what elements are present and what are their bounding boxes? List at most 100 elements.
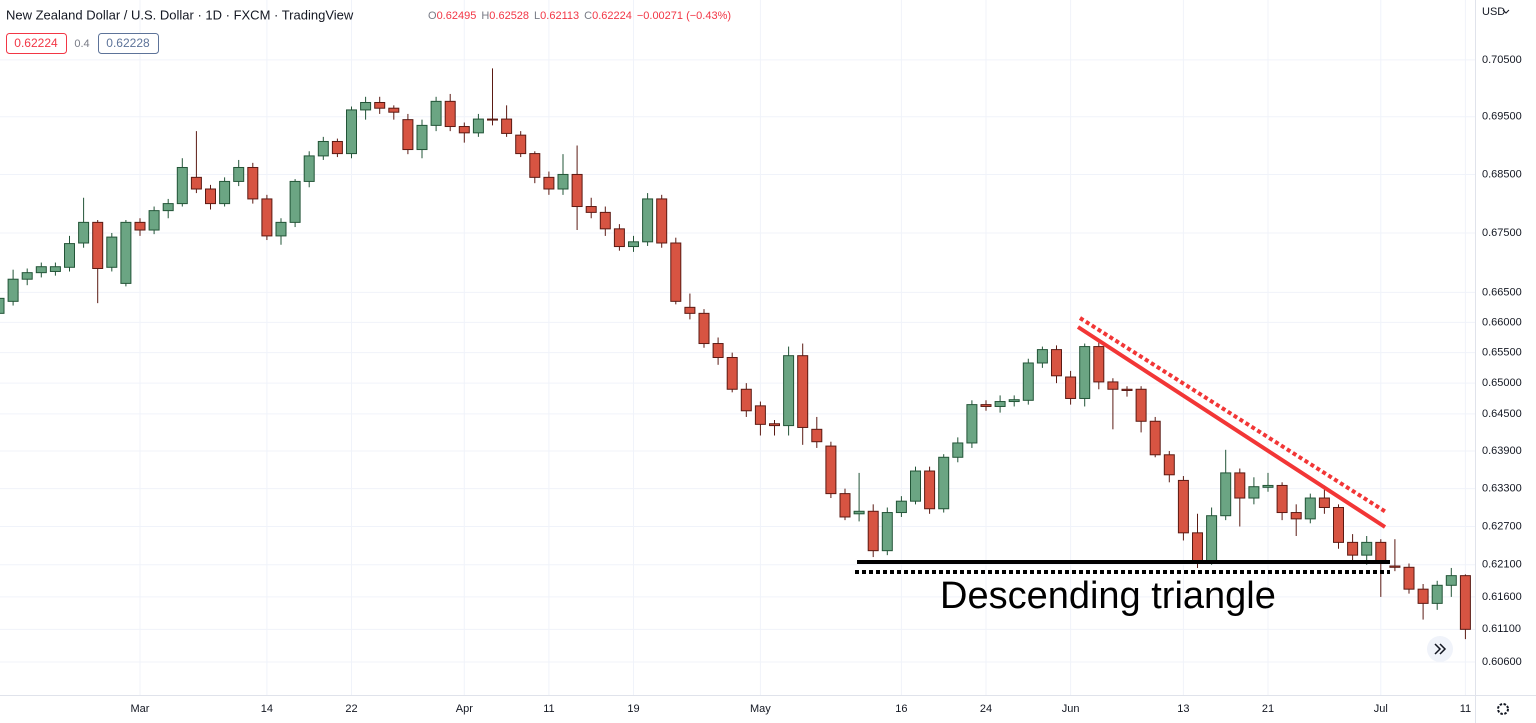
candle-body <box>783 355 795 427</box>
candle-body <box>148 210 160 231</box>
o-label: O <box>428 10 437 22</box>
candle-body <box>261 198 273 237</box>
candle-body <box>1262 484 1274 488</box>
candle-body <box>1234 472 1246 499</box>
candle-body <box>1375 541 1387 564</box>
candle-body <box>966 404 978 444</box>
candle-body <box>190 176 202 190</box>
sell-price[interactable]: 0.62224 <box>14 36 58 50</box>
y-tick-label: 0.70500 <box>1482 54 1522 66</box>
c-value: 0.62224 <box>592 10 632 22</box>
y-tick-label: 0.62100 <box>1482 559 1522 571</box>
c-label: C <box>584 10 592 22</box>
candle-body <box>402 119 414 151</box>
y-tick-label: 0.60600 <box>1482 656 1522 668</box>
annotation: Descending triangle <box>940 575 1276 617</box>
candle-body <box>571 173 583 208</box>
candle-body <box>162 203 174 212</box>
candle-body <box>1417 588 1429 604</box>
l-value: 0.62113 <box>540 10 579 22</box>
y-tick-label: 0.68500 <box>1482 168 1522 180</box>
candle-body <box>1107 381 1119 390</box>
h-value: 0.62528 <box>489 10 529 22</box>
candle-body <box>487 118 498 121</box>
resistance-dotted <box>1078 316 1388 514</box>
scroll-icon[interactable] <box>1434 643 1447 655</box>
candle-body <box>853 510 865 515</box>
candle-body <box>289 180 301 223</box>
candle-body <box>49 266 61 272</box>
candle-body <box>797 355 809 428</box>
candle-body <box>642 198 654 243</box>
candle-body <box>64 243 75 268</box>
candle-body <box>1431 584 1443 604</box>
candle-body <box>1192 532 1203 563</box>
candle-body <box>910 470 921 502</box>
candle-body <box>938 456 950 510</box>
settings-icon[interactable] <box>1497 703 1509 715</box>
change: −0.00271 (−0.43%) <box>637 10 731 22</box>
candle-body <box>1008 399 1020 403</box>
candle-body <box>769 423 780 427</box>
candle-body <box>515 134 527 155</box>
candle-body <box>1445 575 1457 586</box>
sell-box[interactable] <box>6 33 67 54</box>
x-tick-label: 19 <box>627 703 639 715</box>
buy-price[interactable]: 0.62228 <box>106 36 150 50</box>
candle-body <box>1149 420 1161 456</box>
candle-body <box>331 140 343 155</box>
candle-body <box>78 221 90 244</box>
candle-body <box>1036 349 1048 364</box>
candle-body <box>895 500 907 514</box>
currency-caret[interactable] <box>1502 9 1510 14</box>
x-tick-label: 16 <box>895 703 907 715</box>
candle-body <box>1220 472 1232 517</box>
buy-box[interactable] <box>98 33 159 54</box>
y-tick-label: 0.62700 <box>1482 520 1522 532</box>
x-tick-label: 24 <box>980 703 992 715</box>
candle-body <box>247 166 259 200</box>
candle-body <box>1135 388 1147 422</box>
candle-body <box>924 470 936 510</box>
spread: 0.4 <box>74 38 89 50</box>
candle-body <box>1121 388 1133 391</box>
candle-body <box>120 221 132 284</box>
currency[interactable]: USD <box>1482 6 1505 18</box>
candle-body <box>35 266 47 274</box>
candle-body <box>1347 541 1359 556</box>
candle-body <box>444 100 456 128</box>
candle-body <box>92 221 104 269</box>
candle-body <box>1093 346 1105 383</box>
candle-body <box>980 404 992 407</box>
candle-body <box>1459 575 1471 630</box>
x-tick-label: 14 <box>261 703 273 715</box>
x-tick-label: May <box>750 703 771 715</box>
symbol-title: New Zealand Dollar / U.S. Dollar · 1D · … <box>6 7 354 22</box>
candle-body <box>811 428 823 443</box>
candle-body <box>1318 497 1330 508</box>
candle-body <box>416 124 428 151</box>
x-tick-label: 21 <box>1262 703 1274 715</box>
candle-body <box>501 118 513 134</box>
candle-body <box>1022 362 1034 401</box>
candle-body <box>1079 346 1091 399</box>
candle-body <box>1276 484 1288 514</box>
x-tick-label: Apr <box>456 703 473 715</box>
candle-body <box>599 211 611 230</box>
y-tick-label: 0.61600 <box>1482 591 1522 603</box>
candle-body <box>994 401 1006 407</box>
y-tick-label: 0.65500 <box>1482 347 1522 359</box>
candle-body <box>346 109 357 155</box>
o-value: 0.62495 <box>437 10 477 22</box>
y-tick-label: 0.63900 <box>1482 445 1522 457</box>
candle-body <box>106 236 118 268</box>
resistance-line <box>1076 325 1387 529</box>
candle-body <box>134 221 146 231</box>
candle-body <box>754 405 766 425</box>
candle-body <box>360 101 372 111</box>
candle-body <box>557 173 569 190</box>
candle-body <box>472 118 484 134</box>
y-tick-label: 0.66500 <box>1482 286 1522 298</box>
candle-body <box>1361 541 1373 556</box>
